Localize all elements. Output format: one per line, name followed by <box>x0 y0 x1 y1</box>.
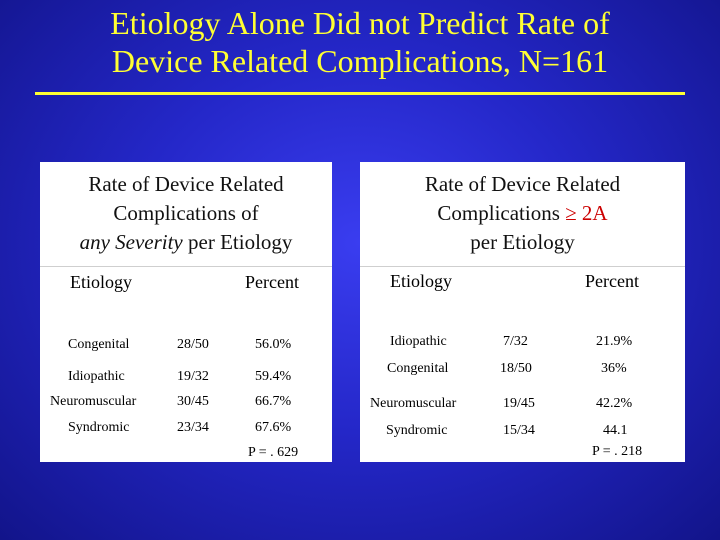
left-row-percent: 59.4% <box>255 369 292 384</box>
left-header-etiology: Etiology <box>70 272 132 292</box>
left-row-etiology: Syndromic <box>68 420 130 435</box>
left-row-count: 30/45 <box>177 394 209 409</box>
title-line-1: Etiology Alone Did not Predict Rate of <box>110 5 610 41</box>
left-caption-line-2: Complications of <box>113 201 259 225</box>
left-row-count: 23/34 <box>177 420 209 435</box>
left-caption-rest: per Etiology <box>182 230 293 254</box>
left-caption-emphasis: any Severity <box>79 230 183 254</box>
right-table-caption: Rate of Device Related Complications ≥ 2… <box>360 170 685 257</box>
right-row-etiology: Idiopathic <box>390 334 447 349</box>
left-caption-line-1: Rate of Device Related <box>88 172 284 196</box>
right-row-percent: 21.9% <box>596 334 633 349</box>
right-row-count: 18/50 <box>500 361 532 376</box>
left-header-percent: Percent <box>245 272 299 292</box>
left-row-percent: 66.7% <box>255 394 292 409</box>
right-row-percent: 36% <box>601 361 627 376</box>
left-table-panel <box>40 162 332 462</box>
right-header-etiology: Etiology <box>390 271 452 291</box>
left-header-divider <box>40 266 332 267</box>
right-row-count: 15/34 <box>503 423 535 438</box>
right-caption-pre: Complications <box>437 201 566 225</box>
right-row-count: 19/45 <box>503 396 535 411</box>
left-table-caption: Rate of Device Related Complications of … <box>40 170 332 257</box>
left-row-percent: 56.0% <box>255 337 292 352</box>
left-row-etiology: Idiopathic <box>68 369 125 384</box>
title-line-2: Device Related Complications, N=161 <box>111 43 609 79</box>
left-row-etiology: Neuromuscular <box>50 394 137 409</box>
right-row-etiology: Congenital <box>387 361 449 376</box>
left-caption-line-3: any Severity per Etiology <box>40 228 332 257</box>
right-caption-line-1: Rate of Device Related <box>424 172 621 196</box>
right-row-percent: 42.2% <box>596 396 633 411</box>
right-header-divider <box>360 266 685 267</box>
right-caption-threshold: ≥ 2A <box>565 201 608 225</box>
left-row-percent: 67.6% <box>255 420 292 435</box>
right-p-value: P = . 218 <box>592 444 643 459</box>
right-row-count: 7/32 <box>503 334 528 349</box>
left-p-value: P = . 629 <box>248 445 299 460</box>
left-row-count: 28/50 <box>177 337 209 352</box>
right-row-etiology: Neuromuscular <box>370 396 457 411</box>
right-header-percent: Percent <box>585 271 639 291</box>
right-row-percent: 44.1 <box>603 423 628 438</box>
title-underline <box>35 92 685 95</box>
slide-title: Etiology Alone Did not Predict Rate of D… <box>20 4 700 80</box>
right-caption-line-3: per Etiology <box>470 230 575 254</box>
right-caption-line-2: Complications ≥ 2A <box>360 199 685 228</box>
right-table-panel <box>360 162 685 462</box>
left-row-etiology: Congenital <box>68 337 130 352</box>
right-row-etiology: Syndromic <box>386 423 448 438</box>
left-row-count: 19/32 <box>177 369 209 384</box>
